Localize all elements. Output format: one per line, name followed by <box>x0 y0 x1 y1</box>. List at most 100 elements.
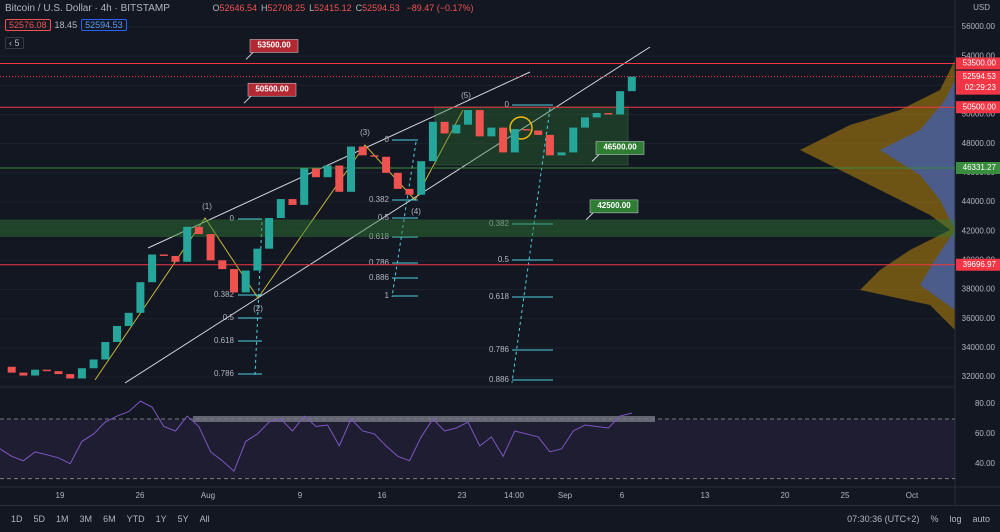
fib-label: 0.382 <box>369 195 390 204</box>
support-zone <box>0 219 955 237</box>
candle <box>464 110 472 125</box>
volume-profile <box>880 80 955 310</box>
fib-label: 0 <box>230 214 235 223</box>
fib-label: 0.618 <box>489 292 510 301</box>
ask[interactable]: 52594.53 <box>81 19 127 31</box>
candle <box>417 161 426 195</box>
candle <box>382 156 391 173</box>
candle <box>569 127 578 153</box>
y-tick-label: 48000.00 <box>962 139 996 148</box>
candle <box>323 165 332 178</box>
range-button[interactable]: 3M <box>79 514 93 524</box>
quote-row: 52576.08 18.45 52594.53 <box>5 19 131 31</box>
level-box-label: 53500.00 <box>257 41 291 50</box>
candle <box>31 369 40 376</box>
level-box-label: 42500.00 <box>597 201 631 210</box>
bottom-toolbar: 1D 5D 1M 3M 6M YTD 1Y 5Y All 07:30:36 (UTC+2)% log… <box>0 505 1000 532</box>
range-button[interactable]: 5Y <box>177 514 189 524</box>
exchange: BITSTAMP <box>120 3 170 14</box>
candle <box>487 127 496 137</box>
bid[interactable]: 52576.08 <box>5 19 51 31</box>
x-tick-label: 19 <box>56 491 65 500</box>
ohlc-key: H <box>261 3 268 13</box>
ohlc-key: O <box>212 3 220 13</box>
level-box <box>247 82 297 97</box>
price-tag <box>956 57 1000 70</box>
volume-profile <box>800 60 955 330</box>
scale-option[interactable]: % <box>930 514 939 524</box>
y-tick-label: 42000.00 <box>962 226 996 235</box>
range-button[interactable]: 6M <box>103 514 116 524</box>
x-tick-label: 26 <box>136 491 145 500</box>
x-tick-label: 9 <box>298 491 303 500</box>
candle <box>253 248 262 271</box>
chart: (1) (2) (3) (4) (5) 0 0.382 0.5 0.618 0.… <box>0 0 1000 505</box>
candle <box>440 121 449 134</box>
range-button[interactable]: 1M <box>56 514 69 524</box>
candle <box>452 124 461 134</box>
rsi-tick-label: 40.00 <box>975 459 996 468</box>
price-tag-label: 46331.27 <box>963 163 997 172</box>
range-button[interactable]: All <box>199 514 210 524</box>
ohlc-key: L <box>309 3 315 13</box>
candle <box>206 234 215 261</box>
candle <box>616 91 625 115</box>
candle <box>218 260 227 270</box>
fib-label: 0.5 <box>378 213 390 222</box>
level-pointer <box>591 153 601 162</box>
channel-line <box>147 71 531 249</box>
price-tag-label: 52594.53 <box>963 72 997 81</box>
candle <box>77 368 86 379</box>
level-box <box>589 199 639 214</box>
candle <box>171 255 180 262</box>
candle <box>475 110 484 137</box>
candle <box>54 371 63 375</box>
level-box-label: 46500.00 <box>603 143 637 152</box>
candle <box>522 129 531 131</box>
y-tick-label: 44000.00 <box>962 197 996 206</box>
range-button[interactable]: YTD <box>126 514 145 524</box>
y-tick-label: 38000.00 <box>962 285 996 294</box>
price-tag-label: 53500.00 <box>963 59 997 68</box>
range-button[interactable]: 5D <box>33 514 46 524</box>
candle <box>311 168 320 178</box>
fib-label: 0.382 <box>214 290 235 299</box>
y-tick-label: 32000.00 <box>962 372 996 381</box>
ohlc-value: 52708.25 <box>267 3 306 13</box>
candle <box>510 129 519 153</box>
x-tick-label: Oct <box>906 491 919 500</box>
fib-label: 0.618 <box>214 336 235 345</box>
x-tick-label: 23 <box>458 491 467 500</box>
scale-option[interactable]: auto <box>972 514 990 524</box>
currency-label: USD <box>973 3 990 12</box>
y-tick-label: 36000.00 <box>962 314 996 323</box>
candle <box>393 172 402 189</box>
fib-label: 0.5 <box>498 255 510 264</box>
price-tag <box>956 258 1000 271</box>
range-button[interactable]: 1D <box>11 514 23 524</box>
ohlc-value: 52415.12 <box>314 3 352 13</box>
rsi-tick-label: 80.00 <box>975 399 996 408</box>
candle <box>288 199 297 205</box>
rsi-band <box>0 419 955 479</box>
level-box <box>595 141 645 155</box>
channel-line <box>124 46 651 384</box>
x-tick-label: Sep <box>558 491 573 500</box>
candle <box>159 254 168 256</box>
spread: 18.45 <box>54 20 78 30</box>
range-button[interactable]: 1Y <box>155 514 167 524</box>
rsi-line <box>0 400 632 473</box>
x-tick-label: 13 <box>701 491 710 500</box>
fib-label: 0.786 <box>369 258 390 267</box>
symbol: Bitcoin / U.S. Dollar <box>5 3 92 14</box>
fib-label: 0 <box>385 135 390 144</box>
scale-option[interactable]: log <box>949 514 962 524</box>
x-tick-label: Aug <box>201 491 215 500</box>
indicator-toggle[interactable]: ‹ 5 <box>5 37 24 49</box>
price-tag <box>956 161 1000 174</box>
candle <box>405 188 414 195</box>
interval: 4h <box>100 3 112 14</box>
candle <box>101 342 110 360</box>
price-tag <box>956 101 1000 114</box>
